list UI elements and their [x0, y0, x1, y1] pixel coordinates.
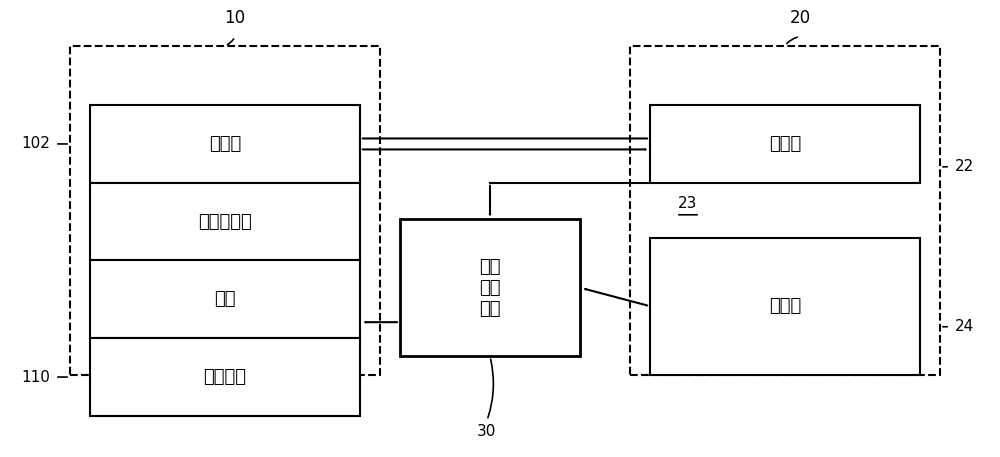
Bar — [630, 46, 940, 375]
Text: 23: 23 — [678, 196, 697, 211]
Bar — [650, 238, 920, 375]
Text: 102: 102 — [21, 137, 50, 151]
Text: 传感器: 传感器 — [209, 135, 241, 153]
Bar — [90, 105, 360, 183]
Bar — [90, 260, 360, 338]
Bar — [400, 219, 580, 356]
Text: 驱动器: 驱动器 — [769, 297, 801, 315]
Text: 轴承: 轴承 — [214, 290, 236, 308]
Text: 速度
切换
装置: 速度 切换 装置 — [479, 258, 501, 318]
Text: 支撑连接体: 支撑连接体 — [198, 213, 252, 231]
Text: 控制器: 控制器 — [769, 135, 801, 153]
Text: 电磁部件: 电磁部件 — [204, 368, 246, 386]
Text: 22: 22 — [955, 159, 974, 174]
Text: 20: 20 — [789, 9, 811, 27]
Bar — [90, 183, 360, 260]
Text: 10: 10 — [224, 9, 246, 27]
Bar — [70, 46, 380, 375]
Text: 24: 24 — [955, 319, 974, 334]
Bar — [90, 338, 360, 416]
Text: 30: 30 — [477, 425, 497, 439]
Bar — [650, 105, 920, 183]
Text: 110: 110 — [21, 370, 50, 384]
